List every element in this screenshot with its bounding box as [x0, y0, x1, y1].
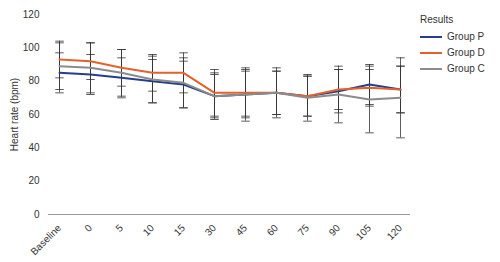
svg-text:20: 20: [28, 175, 40, 186]
svg-text:40: 40: [28, 142, 40, 153]
svg-text:0: 0: [82, 222, 94, 234]
svg-text:0: 0: [34, 209, 40, 220]
svg-text:90: 90: [327, 222, 343, 238]
svg-text:120: 120: [385, 222, 405, 242]
svg-text:45: 45: [234, 222, 250, 238]
svg-text:Baseline: Baseline: [28, 222, 63, 257]
svg-text:15: 15: [172, 222, 188, 238]
svg-text:100: 100: [23, 42, 40, 53]
html-text:Group D: Group D: [447, 47, 485, 58]
svg-text:60: 60: [265, 222, 281, 238]
html-text:Group C: Group C: [447, 63, 485, 74]
svg-text:105: 105: [354, 222, 374, 242]
svg-text:120: 120: [23, 9, 40, 20]
svg-text:60: 60: [28, 109, 40, 120]
html-text:Group P: Group P: [447, 31, 485, 42]
svg-text:Heart rate (bpm): Heart rate (bpm): [9, 78, 20, 151]
svg-text:10: 10: [141, 222, 157, 238]
svg-text:5: 5: [113, 222, 125, 234]
svg-text:30: 30: [203, 222, 219, 238]
html-text:Results: Results: [420, 14, 454, 25]
svg-text:75: 75: [296, 222, 312, 238]
svg-text:80: 80: [28, 75, 40, 86]
